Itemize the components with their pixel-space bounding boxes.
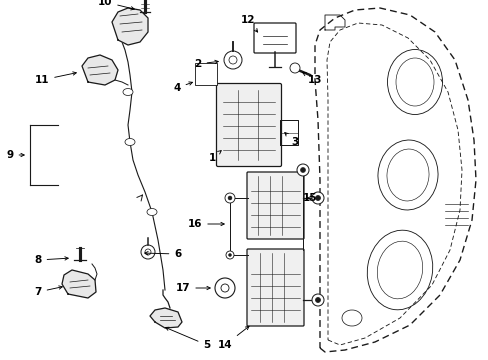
Text: 9: 9 xyxy=(6,150,24,160)
Circle shape xyxy=(145,249,151,255)
Polygon shape xyxy=(150,308,182,328)
Text: 11: 11 xyxy=(35,72,76,85)
FancyBboxPatch shape xyxy=(216,84,281,166)
Text: 5: 5 xyxy=(165,327,210,350)
Text: 13: 13 xyxy=(302,72,322,85)
Polygon shape xyxy=(62,270,96,298)
Circle shape xyxy=(311,192,324,204)
Circle shape xyxy=(289,63,299,73)
Text: 6: 6 xyxy=(144,249,181,259)
Circle shape xyxy=(296,164,308,176)
Text: 3: 3 xyxy=(284,132,298,147)
Circle shape xyxy=(315,195,320,201)
Circle shape xyxy=(315,297,320,302)
Text: 8: 8 xyxy=(34,255,68,265)
Circle shape xyxy=(228,253,231,256)
Polygon shape xyxy=(112,8,148,45)
Circle shape xyxy=(311,294,324,306)
Text: 7: 7 xyxy=(34,286,62,297)
Circle shape xyxy=(224,51,242,69)
Text: 4: 4 xyxy=(173,82,192,93)
Circle shape xyxy=(224,193,235,203)
Circle shape xyxy=(141,245,155,259)
Circle shape xyxy=(225,251,234,259)
Circle shape xyxy=(221,284,228,292)
Circle shape xyxy=(227,196,231,200)
FancyBboxPatch shape xyxy=(253,23,295,53)
Text: 17: 17 xyxy=(175,283,210,293)
Text: 2: 2 xyxy=(194,59,218,69)
Text: 16: 16 xyxy=(187,219,224,229)
Polygon shape xyxy=(82,55,118,85)
Bar xyxy=(195,63,217,85)
Ellipse shape xyxy=(147,208,157,216)
Circle shape xyxy=(228,56,237,64)
Text: 1: 1 xyxy=(208,150,221,163)
Text: 10: 10 xyxy=(98,0,134,10)
FancyBboxPatch shape xyxy=(246,172,304,239)
Text: 12: 12 xyxy=(240,15,257,32)
Circle shape xyxy=(300,167,305,172)
Ellipse shape xyxy=(125,139,135,145)
FancyBboxPatch shape xyxy=(246,249,304,326)
Text: 14: 14 xyxy=(217,326,248,350)
Circle shape xyxy=(215,278,235,298)
Ellipse shape xyxy=(123,89,133,95)
Text: 15: 15 xyxy=(302,193,317,203)
